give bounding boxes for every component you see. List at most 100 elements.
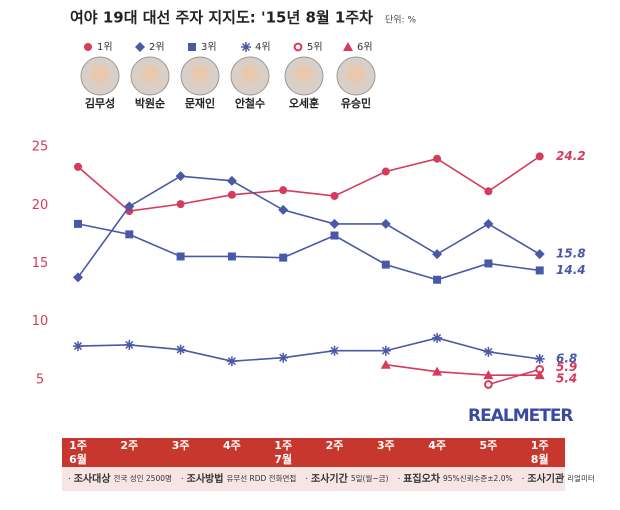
data-point bbox=[278, 352, 289, 363]
portrait-face bbox=[141, 65, 159, 83]
data-point bbox=[74, 219, 82, 228]
legend-marker bbox=[343, 42, 353, 51]
data-point bbox=[433, 154, 442, 163]
data-point bbox=[279, 186, 288, 195]
data-point bbox=[484, 380, 493, 389]
chart-title: 여야 19대 대선 주자 지지도: '15년 8월 1주차 bbox=[70, 9, 373, 27]
data-point bbox=[432, 249, 443, 260]
data-point bbox=[329, 218, 340, 229]
x-tick-label: 8월 bbox=[531, 452, 549, 466]
x-tick-label: 5주 bbox=[480, 439, 498, 452]
logo: REALMETER bbox=[468, 406, 573, 426]
data-point bbox=[176, 252, 185, 261]
legend-marker bbox=[84, 43, 92, 51]
portrait-face bbox=[295, 65, 313, 83]
portrait-face bbox=[191, 65, 209, 83]
value-label: 15.8 bbox=[556, 247, 586, 261]
value-label: 24.2 bbox=[556, 149, 586, 163]
series-line bbox=[77, 337, 540, 363]
data-point bbox=[124, 339, 135, 350]
y-tick-label: 5 bbox=[36, 372, 44, 387]
person-name: 김무성 bbox=[85, 96, 115, 110]
data-point bbox=[330, 231, 339, 240]
data-point bbox=[535, 152, 544, 161]
data-point bbox=[381, 260, 390, 269]
data-point bbox=[278, 204, 289, 215]
x-tick-label: 2주 bbox=[120, 439, 138, 452]
data-point bbox=[279, 253, 288, 262]
data-point bbox=[483, 370, 494, 380]
data-point bbox=[227, 190, 236, 199]
person-name: 오세훈 bbox=[289, 96, 319, 110]
data-point bbox=[534, 353, 545, 364]
data-point bbox=[74, 162, 82, 171]
legend-marker bbox=[188, 43, 196, 51]
data-point bbox=[534, 249, 545, 260]
y-tick-label: 10 bbox=[32, 314, 49, 329]
x-axis-band bbox=[62, 438, 565, 467]
legend-marker bbox=[241, 42, 251, 52]
data-point bbox=[227, 252, 236, 261]
y-tick-label: 25 bbox=[32, 140, 49, 155]
x-tick-label: 1주 bbox=[531, 439, 549, 452]
data-point bbox=[432, 366, 443, 376]
data-point bbox=[534, 370, 545, 380]
value-label: 6.8 bbox=[556, 351, 577, 365]
person-name: 문재인 bbox=[185, 96, 215, 110]
legend-label: 5위 bbox=[307, 40, 323, 53]
data-point bbox=[380, 218, 391, 229]
portrait-face bbox=[347, 65, 365, 83]
data-point bbox=[380, 359, 391, 369]
y-tick-label: 20 bbox=[32, 198, 49, 213]
data-point bbox=[73, 341, 83, 352]
footer-item: · 표집오차 95%신뢰수준±2.0% bbox=[397, 472, 512, 485]
footer-label: 표집오차 bbox=[403, 472, 441, 485]
footer-text: 5일(월~금) bbox=[351, 473, 389, 483]
data-point bbox=[483, 346, 494, 357]
data-point bbox=[329, 345, 340, 356]
footer-item: · 조사기관 리얼미터 bbox=[522, 472, 595, 485]
legend-label: 1위 bbox=[97, 40, 113, 53]
footer-item: · 조사기간 5일(월~금) bbox=[305, 472, 388, 485]
footer-text: 리얼미터 bbox=[567, 474, 595, 483]
footer-label: 조사대상 bbox=[74, 472, 112, 485]
portrait-face bbox=[241, 65, 259, 83]
data-point bbox=[124, 201, 135, 212]
value-label: 5.4 bbox=[556, 372, 577, 386]
footer-text: 유무선 RDD 전화면접 bbox=[226, 473, 296, 483]
x-tick-label: 7월 bbox=[274, 452, 292, 466]
x-tick-label: 3주 bbox=[377, 439, 395, 452]
series-line bbox=[488, 368, 540, 386]
legend-marker bbox=[135, 42, 145, 52]
portrait-face bbox=[91, 65, 109, 83]
footer-item: · 조사대상 전국 성인 2500명 bbox=[68, 472, 172, 485]
data-point bbox=[484, 187, 493, 196]
footer-band bbox=[62, 467, 565, 491]
series-line bbox=[77, 175, 541, 278]
data-point bbox=[226, 356, 237, 367]
value-label: 14.4 bbox=[556, 263, 586, 277]
y-tick-label: 15 bbox=[32, 256, 49, 271]
data-point bbox=[483, 218, 494, 229]
x-tick-label: 4주 bbox=[223, 439, 241, 452]
footer-item: · 조사방법 유무선 RDD 전화면접 bbox=[181, 472, 296, 485]
footer-label: 조사기관 bbox=[527, 472, 565, 485]
x-tick-label: 3주 bbox=[172, 439, 190, 452]
person-name: 안철수 bbox=[235, 96, 265, 110]
data-point bbox=[226, 175, 237, 186]
data-point bbox=[380, 345, 391, 356]
x-tick-label: 4주 bbox=[428, 439, 446, 452]
data-point bbox=[73, 272, 83, 283]
data-point bbox=[535, 266, 544, 275]
x-tick-label: 1주 bbox=[69, 439, 87, 452]
data-point bbox=[176, 200, 185, 209]
legend-label: 3위 bbox=[201, 40, 217, 53]
x-tick-label: 6월 bbox=[69, 452, 87, 466]
legend-label: 6위 bbox=[357, 40, 373, 53]
x-tick-label: 1주 bbox=[274, 439, 292, 452]
series-line bbox=[385, 363, 540, 376]
series-line bbox=[77, 155, 541, 212]
legend-label: 2위 bbox=[149, 40, 165, 53]
footer-text: 전국 성인 2500명 bbox=[114, 473, 172, 483]
data-point bbox=[432, 332, 443, 343]
